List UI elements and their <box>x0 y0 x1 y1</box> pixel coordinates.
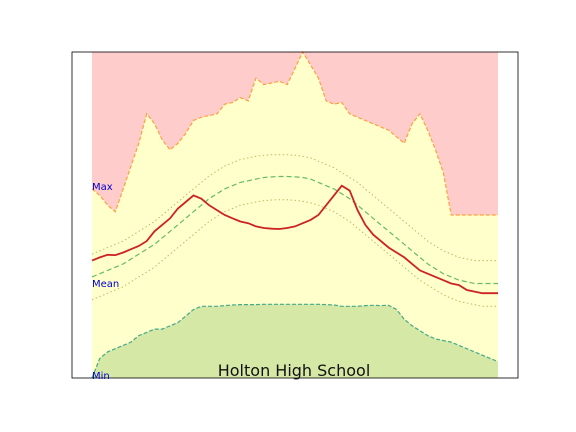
below-min-area <box>92 304 498 378</box>
axes-frame <box>71 51 519 379</box>
min-line <box>91 303 499 379</box>
actual-line <box>91 184 498 295</box>
max-line <box>91 50 498 216</box>
mean-line <box>91 175 498 285</box>
max-label: Max <box>92 182 113 193</box>
min-label: Min <box>92 371 110 382</box>
mean-minus-sd-line <box>91 199 498 307</box>
plot-area <box>91 50 499 379</box>
mean-label: Mean <box>92 279 119 290</box>
normal-range-area <box>92 52 498 378</box>
above-max-area <box>92 52 498 215</box>
chart-title: Holton High School <box>218 361 371 380</box>
mean-plus-sd-line <box>91 154 498 262</box>
